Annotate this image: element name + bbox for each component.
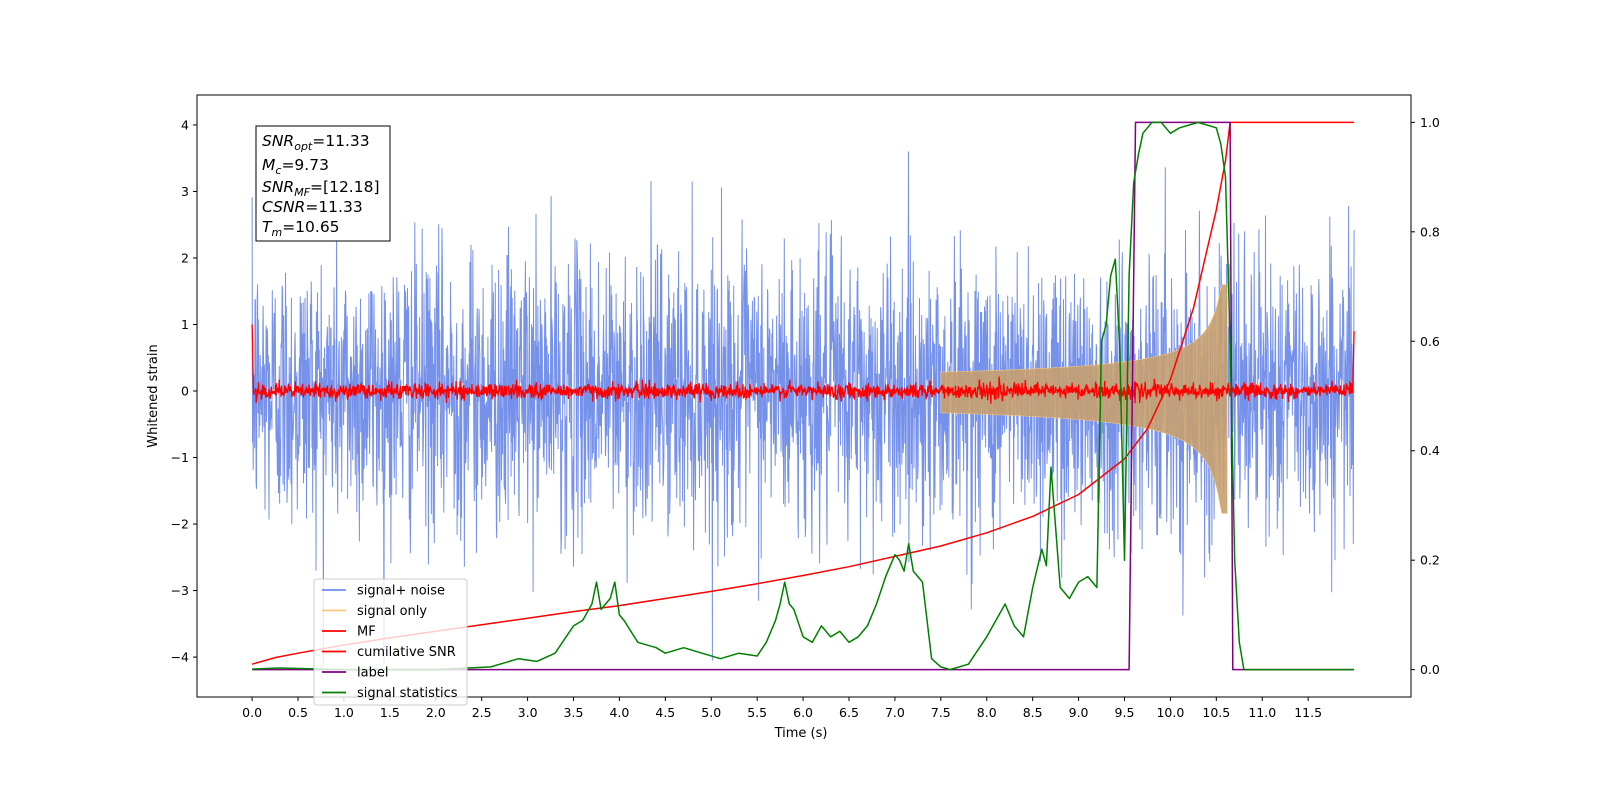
x-tick-label: 7.0: [885, 705, 905, 720]
y-tick-label-right: 0.4: [1420, 443, 1440, 458]
x-tick-label: 1.5: [380, 705, 400, 720]
x-tick-label: 4.0: [609, 705, 629, 720]
stats-line: [252, 121, 1355, 671]
x-tick-label: 6.5: [839, 705, 859, 720]
annotation-csnr: CSNR=11.33: [262, 198, 363, 216]
x-axis: 0.0 0.5 1.0 1.5 2.0 2.5 3.0 3.5 4.0 4.5 5.0 5.5 6.0 6…: [242, 697, 1322, 720]
y-tick-label-left: −1: [171, 450, 189, 465]
y-tick-label-right: 0.2: [1420, 553, 1440, 568]
x-axis-label: Time (s): [774, 726, 828, 741]
annotation-snr-mf: SNRMF=[12.18]: [262, 178, 380, 199]
y-axis-right: 1.0 0.8 0.6 0.4 0.2 0.0: [1411, 115, 1440, 677]
legend-label-label: label: [357, 666, 388, 681]
x-tick-label: 9.5: [1115, 705, 1135, 720]
x-tick-label: 1.0: [334, 705, 354, 720]
x-tick-label: 3.5: [564, 705, 584, 720]
y-tick-label-right: 0.6: [1420, 334, 1440, 349]
x-tick-label: 4.5: [655, 705, 675, 720]
annotation-mc: Mc=9.73: [262, 156, 329, 177]
y-tick-label-right: 0.0: [1420, 662, 1440, 677]
y-tick-label-left: −2: [171, 517, 189, 532]
annotation-tm: Tm=10.65: [262, 218, 340, 239]
x-tick-label: 11.0: [1248, 705, 1276, 720]
x-tick-label: 9.0: [1069, 705, 1089, 720]
y-tick-label-right: 0.8: [1420, 224, 1440, 239]
legend-label-mf: MF: [357, 625, 376, 640]
x-tick-label: 10.0: [1156, 705, 1184, 720]
signal-only-series: [940, 284, 1228, 514]
legend-label-signal_noise: signal+ noise: [357, 584, 445, 599]
y-tick-label-left: −3: [171, 583, 189, 598]
x-tick-label: 2.5: [472, 705, 492, 720]
y-axis-label: Whitened strain: [146, 344, 161, 447]
y-tick-label-left: 0: [181, 384, 189, 399]
y-tick-label-left: −4: [171, 650, 189, 665]
x-tick-label: 5.0: [701, 705, 721, 720]
x-tick-label: 2.0: [426, 705, 446, 720]
annotation-box: SNRopt=11.33 Mc=9.73 SNRMF=[12.18] CSNR=…: [255, 125, 391, 242]
legend-label-stats: signal statistics: [357, 686, 458, 701]
mf-line: [251, 324, 1355, 404]
x-tick-label: 11.5: [1294, 705, 1322, 720]
y-tick-label-left: 1: [181, 317, 189, 332]
mf-series: [251, 324, 1355, 404]
legend: signal+ noise signal only MF cumilative SNR…: [313, 578, 468, 706]
x-tick-label: 7.5: [931, 705, 951, 720]
y-tick-label-left: 4: [181, 117, 189, 132]
x-tick-label: 6.0: [793, 705, 813, 720]
plot-frame: [196, 94, 1412, 698]
x-tick-label: 10.5: [1202, 705, 1230, 720]
x-tick-label: 0.0: [242, 705, 262, 720]
signal-statistics-series: [252, 121, 1355, 671]
signal-only-line: [940, 284, 1228, 514]
y-tick-label-left: 3: [181, 184, 189, 199]
x-tick-label: 3.0: [518, 705, 538, 720]
annotation-snr-opt: SNRopt=11.33: [262, 132, 370, 153]
x-tick-label: 0.5: [288, 705, 308, 720]
y-axis-left: 4 3 2 1 0 −1 −2 −3 −4: [171, 117, 197, 665]
x-tick-label: 8.5: [1023, 705, 1043, 720]
y-tick-label-left: 2: [181, 250, 189, 265]
legend-label-cumulative: cumilative SNR: [357, 645, 456, 660]
y-tick-label-right: 1.0: [1420, 115, 1440, 130]
legend-label-signal_only: signal only: [357, 604, 427, 619]
x-tick-label: 5.5: [747, 705, 767, 720]
x-tick-label: 8.0: [977, 705, 997, 720]
